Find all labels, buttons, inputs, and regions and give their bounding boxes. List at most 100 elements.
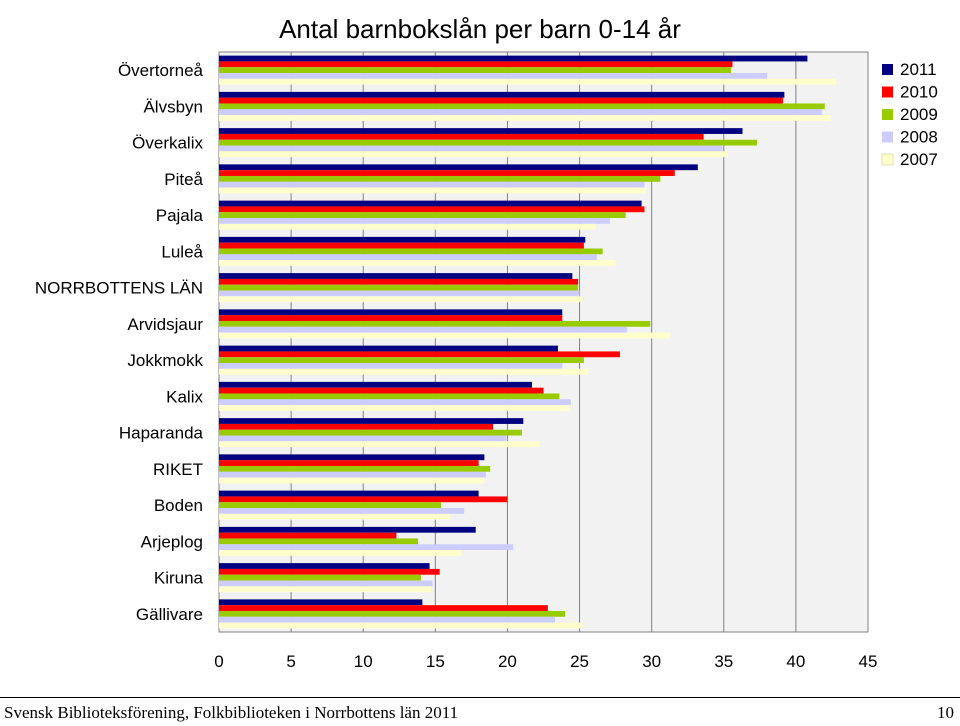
x-tick-labels: 0 5 10 15 20 25 30 35 40 45 <box>214 652 877 671</box>
legend-label-2009: 2009 <box>900 105 938 124</box>
bar-6-2011 <box>219 273 573 279</box>
bar-3-2007 <box>219 187 646 194</box>
bar-15-2010 <box>219 605 548 611</box>
bar-14-2011 <box>219 563 430 569</box>
bar-11-2010 <box>219 460 479 466</box>
bar-3-2009 <box>219 175 661 182</box>
bar-10-2008 <box>219 435 507 442</box>
bar-15-2011 <box>219 599 423 606</box>
bar-2-2010 <box>219 133 704 140</box>
bar-12-2007 <box>219 513 450 520</box>
category-label-2: Överkalix <box>132 134 203 153</box>
bar-13-2008 <box>219 544 514 551</box>
footer-source: Svensk Biblioteksförening, Folkbibliotek… <box>4 703 459 722</box>
category-label-8: Jokkmokk <box>127 351 203 370</box>
x-tick-label-6: 30 <box>642 652 661 671</box>
category-label-15: Gällivare <box>136 605 203 624</box>
bar-11-2011 <box>219 454 485 461</box>
page-number: 10 <box>937 703 954 722</box>
legend-label-2010: 2010 <box>900 83 938 102</box>
bar-1-2008 <box>219 109 822 116</box>
bar-chart: Övertorneå Älvsbyn Överkalix Piteå Pajala Lul… <box>34 14 938 671</box>
legend-label-2011: 2011 <box>900 60 937 79</box>
bar-9-2008 <box>219 399 571 406</box>
legend-swatch-2010 <box>882 86 893 98</box>
bar-8-2007 <box>219 368 589 375</box>
bar-7-2007 <box>219 332 671 339</box>
category-label-5: Luleå <box>161 242 203 261</box>
bar-1-2007 <box>219 115 831 121</box>
x-tick-label-5: 25 <box>570 652 589 671</box>
category-label-1: Älvsbyn <box>143 97 203 116</box>
bar-9-2010 <box>219 387 544 394</box>
bar-4-2011 <box>219 200 642 207</box>
bar-0-2009 <box>219 67 731 74</box>
category-label-6: NORRBOTTENS LÄN <box>35 279 203 298</box>
bar-6-2009 <box>219 284 579 291</box>
category-label-9: Kalix <box>166 387 203 406</box>
bar-14-2008 <box>219 580 433 587</box>
bar-9-2011 <box>219 381 532 388</box>
x-tick-label-4: 20 <box>498 652 517 671</box>
bar-0-2007 <box>219 78 837 85</box>
legend-swatch-2007 <box>881 153 894 166</box>
bar-10-2011 <box>219 418 524 424</box>
bar-5-2008 <box>219 254 597 261</box>
bar-6-2007 <box>219 296 583 303</box>
bar-6-2010 <box>219 278 579 285</box>
bar-7-2010 <box>219 315 563 321</box>
bar-12-2008 <box>219 508 465 514</box>
bar-7-2011 <box>219 309 563 316</box>
bar-13-2010 <box>219 532 397 539</box>
legend-label-2008: 2008 <box>900 128 938 147</box>
bar-11-2008 <box>219 471 486 478</box>
bar-3-2008 <box>219 181 645 188</box>
bar-4-2008 <box>219 218 610 224</box>
category-label-14: Kiruna <box>154 569 204 588</box>
bar-1-2011 <box>219 91 785 98</box>
bar-15-2009 <box>219 610 566 617</box>
bar-2-2011 <box>219 128 743 134</box>
bar-11-2007 <box>219 477 485 484</box>
footer: Svensk Biblioteksförening, Folkbibliotek… <box>0 697 960 726</box>
bar-9-2009 <box>219 393 560 400</box>
bar-14-2009 <box>219 574 421 581</box>
bar-15-2007 <box>219 622 583 629</box>
bar-2-2008 <box>219 145 723 152</box>
bar-10-2007 <box>219 441 540 448</box>
bar-5-2007 <box>219 260 616 266</box>
category-label-12: Boden <box>154 496 203 515</box>
x-tick-label-0: 0 <box>214 652 223 671</box>
bar-13-2009 <box>219 538 419 545</box>
bar-7-2009 <box>219 320 651 327</box>
x-tick-label-2: 10 <box>354 652 373 671</box>
bar-12-2009 <box>219 502 442 509</box>
legend-label-2007: 2007 <box>900 150 938 169</box>
bar-5-2009 <box>219 248 603 255</box>
chart-title: Antal barnbokslån per barn 0-14 år <box>279 14 681 44</box>
bar-0-2008 <box>219 73 768 79</box>
bar-3-2010 <box>219 170 675 176</box>
bar-1-2009 <box>219 103 825 110</box>
bar-12-2011 <box>219 490 479 497</box>
bar-2-2009 <box>219 139 757 146</box>
bar-15-2008 <box>219 616 556 623</box>
bar-13-2007 <box>219 550 462 556</box>
bar-4-2009 <box>219 212 626 219</box>
bar-2-2007 <box>219 151 729 158</box>
bar-0-2010 <box>219 61 733 68</box>
x-tick-label-7: 35 <box>714 652 733 671</box>
bar-8-2008 <box>219 363 563 369</box>
legend: 2011 2010 2009 2008 2007 <box>881 60 938 169</box>
bar-13-2011 <box>219 526 476 533</box>
bar-8-2011 <box>219 345 558 352</box>
bar-10-2009 <box>219 429 522 436</box>
bar-10-2010 <box>219 423 494 430</box>
bar-4-2007 <box>219 223 596 230</box>
bar-8-2009 <box>219 357 584 364</box>
bars <box>219 55 837 629</box>
bar-7-2008 <box>219 326 628 333</box>
bar-1-2010 <box>219 97 783 104</box>
bar-8-2010 <box>219 351 620 358</box>
bar-9-2007 <box>219 405 570 411</box>
